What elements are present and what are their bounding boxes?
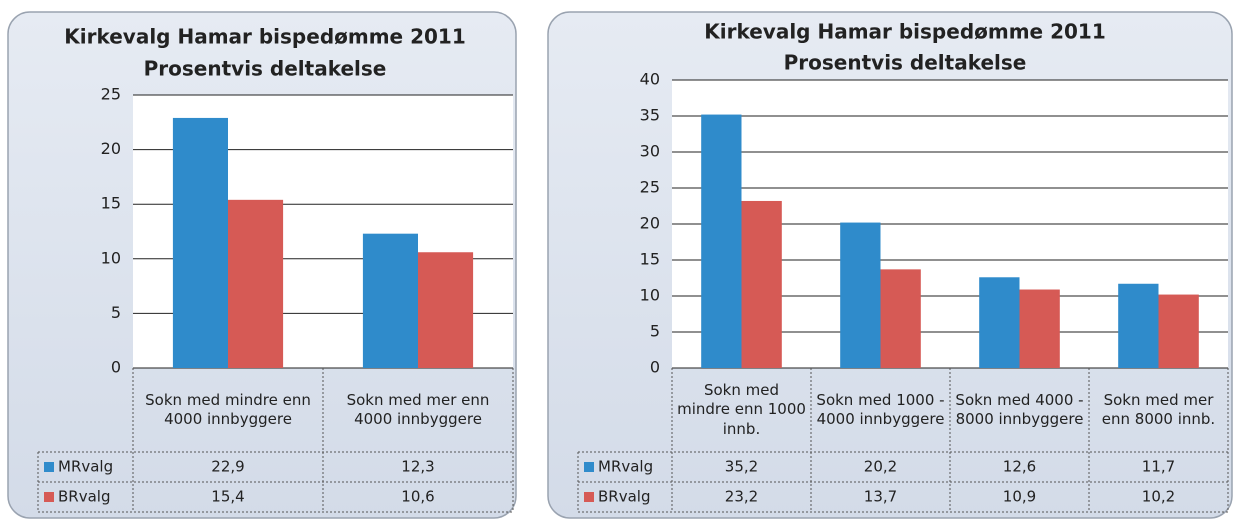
legend-swatch: [584, 462, 594, 472]
x-tick-label-box: Sokn med mer enn 8000 innb.: [1101, 390, 1216, 429]
data-label: 22,9: [211, 458, 244, 476]
y-tick-label: 0: [650, 358, 660, 377]
legend-label: BRvalg: [598, 488, 650, 506]
data-label: 35,2: [725, 458, 758, 476]
data-label: 13,7: [864, 488, 897, 506]
x-tick-label: Sokn med mindre enn 1000 innb.: [677, 380, 806, 438]
chart-title: Kirkevalg Hamar bispedømme 2011: [704, 20, 1106, 44]
data-label: 10,2: [1142, 488, 1175, 506]
y-tick-label: 30: [640, 142, 660, 161]
y-tick-label: 5: [111, 303, 121, 322]
x-tick-label-box: Sokn med mer enn 4000 innbyggere: [346, 390, 490, 429]
bar: [880, 269, 921, 368]
data-label: 12,6: [1003, 458, 1036, 476]
x-tick-label-box: Sokn med 4000 - 8000 innbyggere: [955, 390, 1084, 429]
y-tick-label: 20: [101, 139, 121, 158]
chart-subtitle: Prosentvis deltakelse: [784, 51, 1027, 75]
bar: [1118, 283, 1159, 368]
legend-swatch: [44, 492, 54, 502]
legend-label: BRvalg: [58, 488, 110, 506]
bar: [979, 277, 1020, 368]
legend-label: MRvalg: [58, 458, 113, 476]
y-tick-label: 20: [640, 214, 660, 233]
bar: [418, 252, 474, 368]
data-label: 23,2: [725, 488, 758, 506]
bar: [741, 200, 782, 368]
y-tick-label: 0: [111, 358, 121, 377]
x-tick-label: Sokn med 4000 - 8000 innbyggere: [955, 390, 1084, 429]
y-tick-label: 15: [640, 250, 660, 269]
legend-swatch: [584, 492, 594, 502]
legend-label: MRvalg: [598, 458, 653, 476]
x-tick-label: Sokn med mindre enn 4000 innbyggere: [145, 390, 311, 429]
y-tick-label: 40: [640, 70, 660, 89]
bar: [701, 114, 742, 368]
y-tick-label: 35: [640, 106, 660, 125]
y-tick-label: 10: [101, 248, 121, 267]
y-tick-label: 5: [650, 322, 660, 341]
y-tick-label: 25: [640, 178, 660, 197]
data-label: 10,9: [1003, 488, 1036, 506]
bar: [840, 222, 881, 368]
x-tick-label: Sokn med mer enn 4000 innbyggere: [346, 390, 490, 429]
bar: [228, 199, 284, 368]
bar: [172, 117, 228, 368]
bar: [1019, 289, 1060, 368]
x-tick-label-box: Sokn med 1000 - 4000 innbyggere: [816, 390, 945, 429]
bar: [1158, 294, 1199, 368]
data-label: 15,4: [211, 488, 244, 506]
legend-swatch: [44, 462, 54, 472]
x-tick-label: Sokn med 1000 - 4000 innbyggere: [816, 390, 945, 429]
data-label: 10,6: [401, 488, 434, 506]
y-tick-label: 25: [101, 85, 121, 104]
x-tick-label-box: Sokn med mindre enn 1000 innb.: [677, 380, 806, 438]
y-tick-label: 10: [640, 286, 660, 305]
data-label: 12,3: [401, 458, 434, 476]
data-label: 20,2: [864, 458, 897, 476]
chart-subtitle: Prosentvis deltakelse: [144, 57, 387, 81]
bar: [362, 233, 418, 368]
data-label: 11,7: [1142, 458, 1175, 476]
x-tick-label: Sokn med mer enn 8000 innb.: [1101, 390, 1216, 429]
x-tick-label-box: Sokn med mindre enn 4000 innbyggere: [145, 390, 311, 429]
y-tick-label: 15: [101, 194, 121, 213]
chart-title: Kirkevalg Hamar bispedømme 2011: [64, 25, 466, 49]
